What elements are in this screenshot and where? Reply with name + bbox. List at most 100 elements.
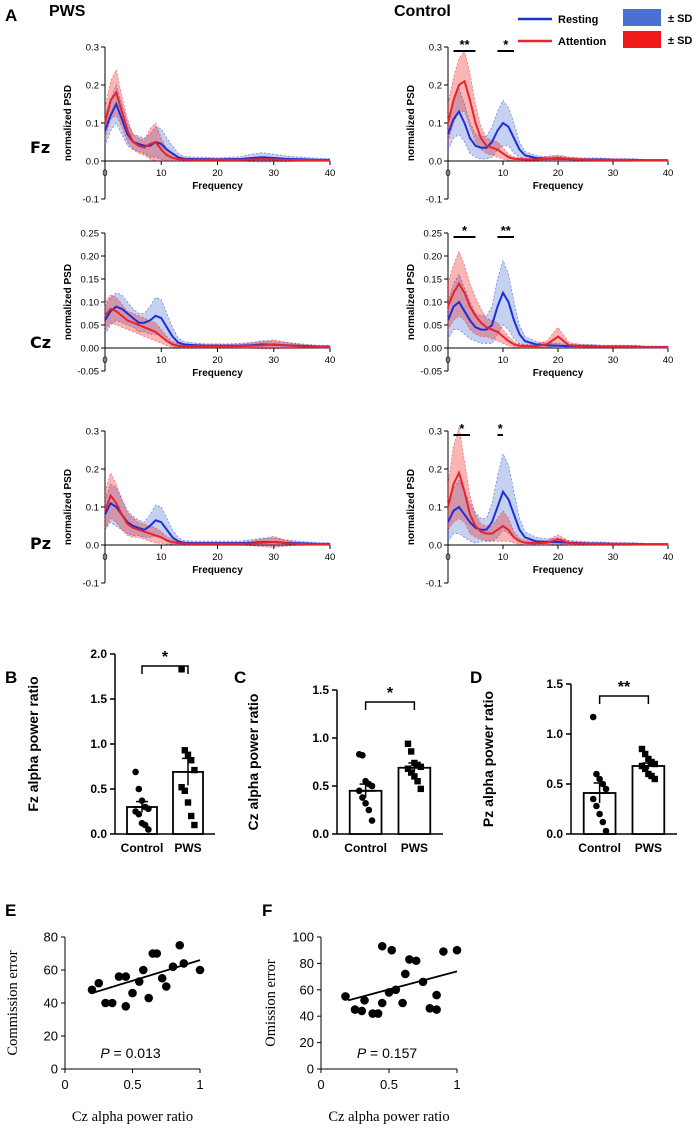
data-point (425, 1003, 435, 1013)
x-tick-label: 40 (325, 355, 336, 366)
y-tick-label: 0.0 (86, 541, 99, 552)
x-tick-label: 10 (156, 355, 167, 366)
data-point-pws (651, 760, 658, 768)
y-tick-label: 0.3 (429, 427, 442, 438)
sd-band-attention (447, 250, 669, 349)
series-line-attention (104, 307, 330, 349)
data-point (139, 965, 148, 975)
y-tick-label: 0.2 (429, 465, 442, 476)
data-point-pws (188, 812, 195, 820)
legend-attention-label: Attention (558, 36, 607, 48)
data-point (405, 955, 414, 964)
data-point-pws (641, 765, 649, 773)
legend-attention-sd-swatch (623, 31, 661, 48)
panel-letter-a: A (5, 6, 17, 25)
y-tick-label: 0.1 (86, 503, 99, 514)
y-tick-label: 0.5 (546, 777, 563, 791)
y-axis-title: normalized PSD (406, 469, 417, 545)
x-tick-label: 40 (325, 168, 336, 179)
x-tick-label: 40 (663, 552, 674, 563)
y-tick-label: 0.05 (424, 321, 443, 332)
data-point (121, 1002, 131, 1011)
y-tick-label: -0.05 (420, 367, 442, 378)
sd-band-resting (104, 292, 331, 349)
data-point-pws (191, 766, 198, 774)
y-tick-label: -0.1 (426, 579, 442, 590)
y-axis-title: normalized PSD (63, 264, 74, 340)
data-point (452, 945, 462, 955)
data-point-pws (414, 778, 421, 785)
y-tick-label: 0.2 (429, 81, 442, 92)
x-tick-label: 40 (663, 355, 674, 366)
x-tick-label: 30 (268, 552, 279, 563)
y-tick-label: 0 (51, 1062, 58, 1077)
y-axis-title: normalized PSD (406, 85, 417, 161)
psd-chart-pz-control: -0.1 0.0 0.1 0.2 0.3 0 10 20 30 40 Frequency normal… (406, 421, 673, 590)
y-tick-label: 0.15 (81, 275, 100, 286)
data-point-pws (411, 773, 418, 780)
data-point (128, 988, 137, 998)
data-point (411, 956, 421, 966)
significance-label: * (498, 421, 504, 436)
data-point-control (135, 810, 143, 818)
significance-bracket (364, 701, 416, 710)
row-label-fz: Fz (30, 138, 50, 157)
significance-label: * (162, 649, 169, 666)
data-point (432, 1005, 441, 1014)
y-tick-label: 0.0 (90, 827, 107, 841)
x-tick-label: 10 (156, 552, 167, 563)
y-tick-label: 40 (300, 1009, 314, 1024)
y-tick-label: 1.0 (312, 731, 329, 745)
y-tick-label: 1.0 (546, 727, 563, 741)
y-tick-label: 0.0 (546, 827, 563, 841)
y-tick-label: 1.0 (90, 737, 107, 751)
y-tick-label: 0.1 (86, 119, 99, 130)
data-point-pws (404, 740, 412, 747)
y-tick-label: 0.3 (429, 43, 442, 54)
data-point-pws (407, 769, 415, 776)
x-tick-label: 20 (212, 552, 223, 563)
data-point-control (368, 782, 376, 790)
data-point-control (596, 775, 603, 783)
panel-letter-e: E (5, 901, 16, 920)
y-tick-label: 0.05 (81, 321, 100, 332)
panel-letter-b: B (5, 668, 17, 687)
data-point (107, 998, 117, 1008)
significance-bracket (598, 695, 650, 704)
legend-resting-label: Resting (558, 14, 598, 26)
y-tick-label: 0.00 (81, 344, 100, 355)
y-tick-label: 1.5 (312, 683, 329, 697)
data-point (439, 947, 448, 956)
x-tick-label: 20 (212, 168, 223, 179)
psd-chart-pz-pws: -0.1 0.0 0.1 0.2 0.3 0 10 20 30 40 Frequency normal… (63, 427, 335, 590)
data-point-control (589, 795, 597, 803)
data-point (195, 965, 205, 975)
x-axis-title: Frequency (192, 181, 243, 192)
data-point (432, 990, 441, 1000)
p-value-label: P = 0.157 (357, 1045, 418, 1061)
legend: Resting ± SD Attention ± SD (518, 9, 692, 48)
data-point (357, 1006, 367, 1016)
x-tick-label: 0 (102, 168, 107, 179)
y-tick-label: 0.25 (81, 229, 100, 240)
series-line-attention (447, 470, 668, 546)
y-tick-label: 0.0 (429, 541, 442, 552)
data-point (157, 973, 167, 983)
x-tick-label: 10 (498, 355, 509, 366)
data-point (175, 940, 185, 950)
data-point (377, 998, 387, 1008)
data-point (161, 982, 171, 991)
data-point-control (359, 751, 366, 759)
x-tick-label: 1 (453, 1077, 460, 1092)
data-point-control (132, 768, 139, 776)
sd-band-attention (104, 471, 331, 549)
y-tick-label: -0.1 (426, 195, 442, 206)
data-point (94, 978, 104, 988)
x-tick-label: 10 (498, 552, 509, 563)
x-tick-label: 30 (608, 168, 619, 179)
y-tick-label: 0.20 (424, 252, 443, 263)
x-tick-label: 0 (445, 168, 450, 179)
x-axis-title: Cz alpha power ratio (72, 1109, 193, 1125)
significance-label: * (459, 421, 465, 436)
legend-resting-sd-label: ± SD (668, 13, 692, 25)
